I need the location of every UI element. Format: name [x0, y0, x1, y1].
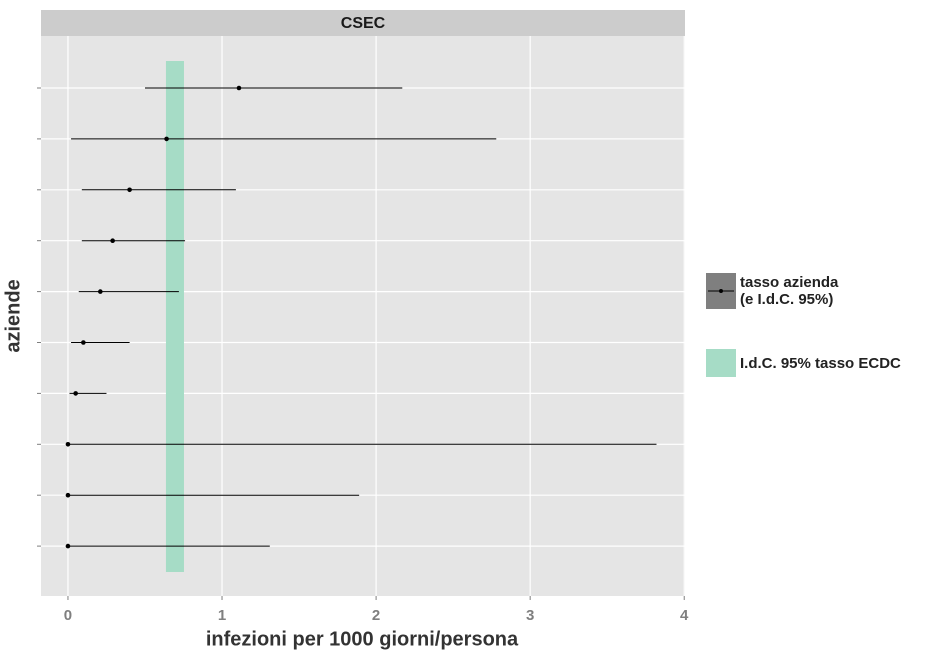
point-estimate [81, 340, 86, 345]
x-tick-label: 4 [680, 607, 689, 624]
point-estimate [127, 187, 132, 193]
x-tick-label: 3 [526, 607, 534, 624]
point-estimate [236, 85, 242, 91]
point-estimate [73, 391, 78, 396]
y-axis-title: aziende [2, 279, 24, 352]
strip [41, 10, 685, 36]
x-tick-label: 1 [218, 607, 226, 624]
panel [41, 36, 685, 596]
point-estimate [98, 289, 103, 294]
point-estimate [164, 136, 169, 142]
legend-key-dot [719, 289, 723, 293]
point-estimate [65, 492, 71, 498]
x-tick-label: 2 [372, 607, 380, 624]
point-estimate [110, 238, 115, 243]
legend-key [706, 273, 736, 309]
legend-label: I.d.C. 95% tasso ECDC [740, 354, 901, 372]
strip-label: CSEC [341, 15, 386, 32]
x-tick-label: 0 [64, 607, 72, 624]
point-estimate [65, 543, 71, 549]
point-estimate [65, 442, 71, 447]
legend-item: I.d.C. 95% tasso ECDC [706, 349, 901, 377]
legend-item: tasso azienda (e I.d.C. 95%) [706, 273, 838, 309]
x-axis-title: infezioni per 1000 giorni/persona [206, 628, 519, 650]
legend-key [706, 349, 736, 377]
legend-label: tasso azienda (e I.d.C. 95%) [740, 274, 839, 308]
